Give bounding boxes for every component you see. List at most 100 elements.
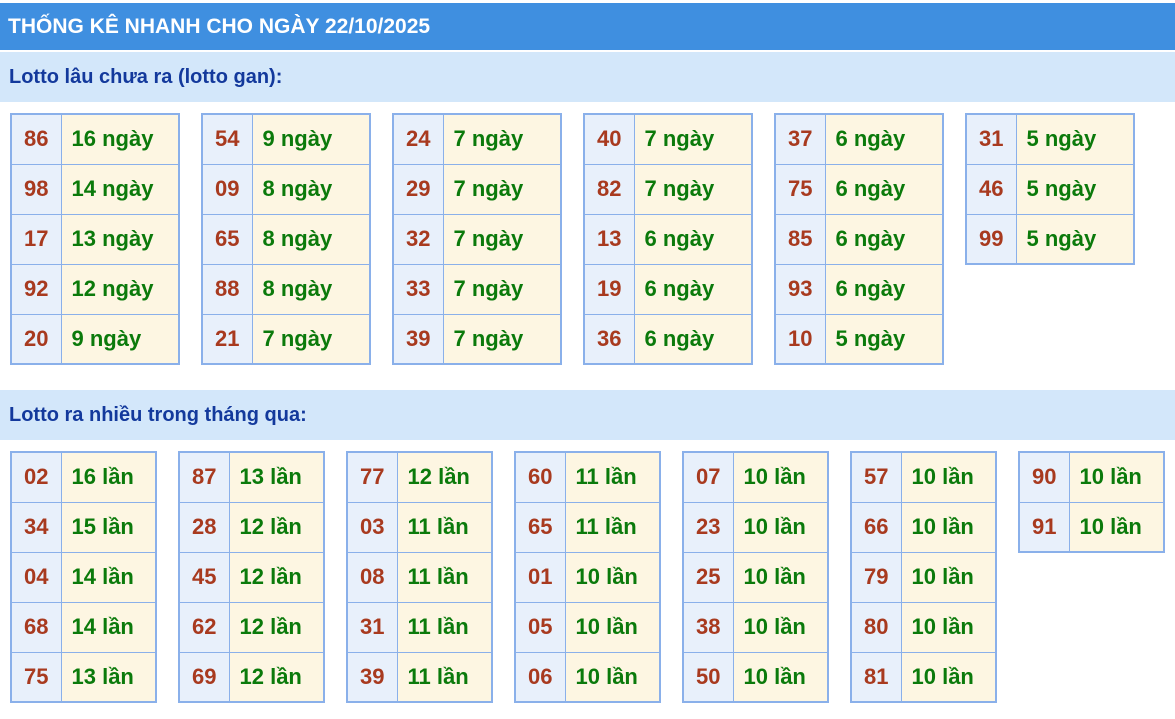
stats-row: 33 7 ngày <box>392 263 562 315</box>
stats-table: 77 12 lần 03 11 lần 08 11 lần 31 11 lần 39 11 lần <box>346 451 493 703</box>
lotto-number: 99 <box>965 213 1017 265</box>
count: 7 ngày <box>442 213 562 265</box>
stats-row: 03 11 lần <box>346 501 493 553</box>
stats-row: 36 6 ngày <box>583 313 753 365</box>
lotto-number: 85 <box>774 213 826 265</box>
count: 7 ngày <box>633 163 753 215</box>
stats-row: 01 10 lần <box>514 551 661 603</box>
section-title: Lotto lâu chưa ra (lotto gan): <box>0 52 1175 102</box>
stats-row: 80 10 lần <box>850 601 997 653</box>
lotto-number: 91 <box>1018 501 1070 553</box>
stats-row: 28 12 lần <box>178 501 325 553</box>
stats-row: 85 6 ngày <box>774 213 944 265</box>
stats-row: 60 11 lần <box>514 451 661 503</box>
count: 13 lần <box>60 651 157 703</box>
lotto-number: 40 <box>583 113 635 165</box>
count: 11 lần <box>564 501 661 553</box>
stats-row: 39 7 ngày <box>392 313 562 365</box>
stats-row: 50 10 lần <box>682 651 829 703</box>
stats-row: 81 10 lần <box>850 651 997 703</box>
stats-row: 75 6 ngày <box>774 163 944 215</box>
lotto-number: 03 <box>346 501 398 553</box>
lotto-number: 25 <box>682 551 734 603</box>
count: 7 ngày <box>251 313 371 365</box>
stats-table: 02 16 lần 34 15 lần 04 14 lần 68 14 lần 75 13 lần <box>10 451 157 703</box>
stats-row: 40 7 ngày <box>583 113 753 165</box>
lotto-number: 17 <box>10 213 62 265</box>
stats-row: 79 10 lần <box>850 551 997 603</box>
lotto-number: 06 <box>514 651 566 703</box>
count: 16 lần <box>60 451 157 503</box>
count: 5 ngày <box>824 313 944 365</box>
lotto-number: 31 <box>965 113 1017 165</box>
stats-row: 90 10 lần <box>1018 451 1165 503</box>
stats-table: 86 16 ngày 98 14 ngày 17 13 ngày 92 12 ngày 20 9 … <box>10 113 180 365</box>
stats-row: 65 8 ngày <box>201 213 371 265</box>
stats-row: 02 16 lần <box>10 451 157 503</box>
stats-row: 08 11 lần <box>346 551 493 603</box>
stats-table: 24 7 ngày 29 7 ngày 32 7 ngày 33 7 ngày 39 7 ngày <box>392 113 562 365</box>
stats-row: 91 10 lần <box>1018 501 1165 553</box>
lotto-number: 68 <box>10 601 62 653</box>
stats-row: 24 7 ngày <box>392 113 562 165</box>
stats-row: 65 11 lần <box>514 501 661 553</box>
lotto-number: 62 <box>178 601 230 653</box>
count: 10 lần <box>900 601 997 653</box>
stats-row: 68 14 lần <box>10 601 157 653</box>
count: 10 lần <box>1068 451 1165 503</box>
lotto-number: 37 <box>774 113 826 165</box>
lotto-number: 92 <box>10 263 62 315</box>
count: 7 ngày <box>442 113 562 165</box>
stats-row: 86 16 ngày <box>10 113 180 165</box>
lotto-number: 19 <box>583 263 635 315</box>
stats-row: 62 12 lần <box>178 601 325 653</box>
count: 6 ngày <box>633 263 753 315</box>
count: 12 lần <box>228 551 325 603</box>
stats-row: 93 6 ngày <box>774 263 944 315</box>
stats-table: 54 9 ngày 09 8 ngày 65 8 ngày 88 8 ngày 21 7 ngày <box>201 113 371 365</box>
lotto-number: 79 <box>850 551 902 603</box>
count: 14 lần <box>60 551 157 603</box>
stats-row: 20 9 ngày <box>10 313 180 365</box>
count: 8 ngày <box>251 163 371 215</box>
lotto-number: 38 <box>682 601 734 653</box>
stats-row: 54 9 ngày <box>201 113 371 165</box>
lotto-number: 66 <box>850 501 902 553</box>
count: 11 lần <box>564 451 661 503</box>
lotto-number: 39 <box>392 313 444 365</box>
lotto-number: 46 <box>965 163 1017 215</box>
stats-row: 07 10 lần <box>682 451 829 503</box>
count: 5 ngày <box>1015 113 1135 165</box>
count: 5 ngày <box>1015 163 1135 215</box>
count: 6 ngày <box>633 213 753 265</box>
stats-row: 69 12 lần <box>178 651 325 703</box>
lotto-number: 81 <box>850 651 902 703</box>
stats-table: 87 13 lần 28 12 lần 45 12 lần 62 12 lần 69 12 lần <box>178 451 325 703</box>
lotto-number: 65 <box>201 213 253 265</box>
stats-table: 07 10 lần 23 10 lần 25 10 lần 38 10 lần 50 10 lần <box>682 451 829 703</box>
count: 7 ngày <box>442 163 562 215</box>
lotto-number: 87 <box>178 451 230 503</box>
stats-row: 46 5 ngày <box>965 163 1135 215</box>
stats-row: 29 7 ngày <box>392 163 562 215</box>
lotto-number: 90 <box>1018 451 1070 503</box>
count: 10 lần <box>900 651 997 703</box>
stats-row: 21 7 ngày <box>201 313 371 365</box>
header-title: THỐNG KÊ NHANH CHO NGÀY 22/10/2025 <box>0 3 1175 50</box>
count: 7 ngày <box>442 263 562 315</box>
lotto-number: 82 <box>583 163 635 215</box>
stats-table: 37 6 ngày 75 6 ngày 85 6 ngày 93 6 ngày 10 5 ngày <box>774 113 944 365</box>
stats-row: 23 10 lần <box>682 501 829 553</box>
lotto-number: 88 <box>201 263 253 315</box>
lotto-number: 57 <box>850 451 902 503</box>
stats-table: 60 11 lần 65 11 lần 01 10 lần 05 10 lần 06 10 lần <box>514 451 661 703</box>
count: 9 ngày <box>60 313 180 365</box>
lotto-number: 32 <box>392 213 444 265</box>
stats-row: 04 14 lần <box>10 551 157 603</box>
stats-row: 45 12 lần <box>178 551 325 603</box>
count: 10 lần <box>900 501 997 553</box>
stats-row: 17 13 ngày <box>10 213 180 265</box>
count: 8 ngày <box>251 213 371 265</box>
lotto-number: 21 <box>201 313 253 365</box>
count: 7 ngày <box>442 313 562 365</box>
